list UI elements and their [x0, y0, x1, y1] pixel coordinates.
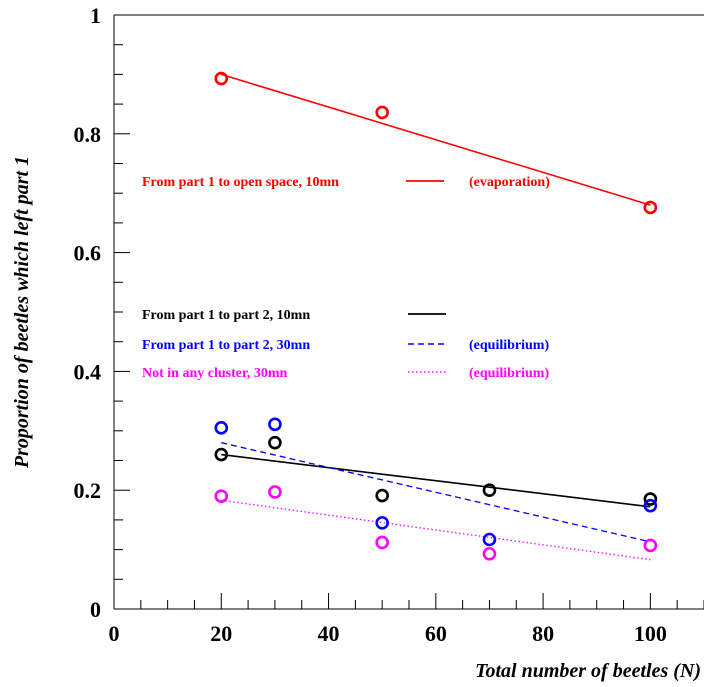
data-point — [643, 200, 658, 215]
y-tick-label: 0.2 — [74, 478, 102, 503]
data-point — [268, 485, 282, 499]
legend-annotation: (equilibrium) — [469, 366, 549, 381]
y-axis-title: Proportion of beetles which left part 1 — [11, 156, 33, 469]
legend: From part 1 to open space, 10mn (evaporat… — [142, 175, 550, 381]
data-point — [482, 546, 497, 561]
x-tick-label: 40 — [318, 621, 340, 646]
axis-titles: Total number of beetles (N) Proportion of… — [11, 156, 701, 682]
data-point — [643, 498, 658, 513]
fit-line — [221, 73, 651, 206]
data-point — [375, 516, 389, 530]
data-point — [643, 538, 658, 553]
x-tick-label: 100 — [634, 621, 667, 646]
data-point — [482, 532, 497, 547]
fit-line — [221, 442, 651, 543]
data-point — [643, 492, 658, 506]
fit-lines — [221, 73, 651, 561]
y-tick-label: 0.8 — [74, 122, 102, 147]
y-tick-label: 1 — [90, 3, 101, 28]
axes: 0 20 40 60 80 100 0 0.2 0.4 0.6 0.8 1 — [74, 3, 704, 646]
data-point — [375, 488, 389, 503]
legend-annotation: (evaporation) — [469, 175, 550, 190]
y-tick-label: 0.6 — [74, 241, 102, 266]
x-axis-title: Total number of beetles (N) — [475, 660, 701, 682]
data-point — [214, 421, 229, 435]
data-point — [375, 105, 389, 120]
y-tick-label: 0 — [90, 597, 101, 622]
x-tick-label: 60 — [425, 621, 447, 646]
data-points — [214, 71, 658, 561]
fit-line — [221, 453, 651, 508]
data-point — [482, 483, 497, 498]
x-tick-label: 80 — [532, 621, 554, 646]
y-tick-label: 0.4 — [74, 359, 102, 384]
data-point — [214, 71, 229, 86]
data-point — [268, 435, 282, 450]
x-tick-label: 20 — [210, 621, 232, 646]
fit-line — [221, 499, 651, 561]
data-point — [268, 417, 282, 432]
legend-label: Not in any cluster, 30mn — [142, 366, 288, 381]
x-tick-label: 0 — [109, 621, 120, 646]
data-point — [375, 535, 389, 550]
legend-label: From part 1 to part 2, 10mn — [142, 308, 310, 323]
legend-annotation: (equilibrium) — [469, 338, 549, 353]
legend-label: From part 1 to open space, 10mn — [142, 175, 339, 190]
data-point — [214, 489, 229, 503]
data-point — [214, 447, 229, 462]
legend-label: From part 1 to part 2, 30mn — [142, 338, 310, 353]
